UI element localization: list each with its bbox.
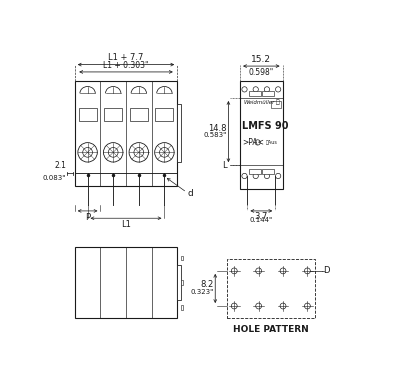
Text: >PA<: >PA< [242, 138, 264, 147]
Bar [249, 169, 260, 174]
Bar [240, 81, 282, 189]
Circle shape [231, 303, 237, 309]
Text: 14.8: 14.8 [208, 124, 227, 133]
Circle shape [155, 142, 174, 162]
Circle shape [242, 87, 247, 92]
Bar [130, 108, 148, 121]
Bar [181, 256, 183, 260]
Circle shape [83, 147, 92, 157]
Circle shape [108, 147, 118, 157]
Circle shape [129, 142, 148, 162]
Text: 2.1: 2.1 [54, 162, 66, 171]
Circle shape [264, 173, 270, 179]
Text: 8.2: 8.2 [200, 280, 214, 290]
Text: 彡: 彡 [276, 99, 280, 105]
Text: L1: L1 [121, 220, 131, 229]
Circle shape [256, 303, 262, 309]
Circle shape [256, 268, 262, 274]
Text: ⓇAus: ⓇAus [266, 140, 278, 145]
Bar [75, 81, 177, 186]
Text: Weidmüller: Weidmüller [243, 100, 274, 105]
Bar [177, 265, 181, 300]
Circle shape [280, 303, 286, 309]
Bar [262, 91, 274, 97]
Bar [181, 280, 183, 285]
Circle shape [264, 87, 270, 92]
Circle shape [78, 142, 97, 162]
Text: L1 + 7.7: L1 + 7.7 [108, 53, 144, 62]
Text: 0.583": 0.583" [204, 132, 227, 138]
Text: 0.598": 0.598" [249, 68, 274, 78]
Circle shape [242, 173, 247, 179]
Circle shape [160, 147, 169, 157]
Circle shape [253, 87, 258, 92]
Circle shape [255, 140, 260, 145]
Text: D: D [323, 266, 329, 276]
Text: LMFS 90: LMFS 90 [242, 121, 289, 131]
Bar [272, 101, 281, 108]
Text: 15.2: 15.2 [251, 55, 271, 64]
Circle shape [304, 268, 310, 274]
Text: L: L [222, 161, 227, 169]
Text: 3.7: 3.7 [255, 212, 268, 222]
Bar [79, 108, 96, 121]
Text: 0.144": 0.144" [250, 217, 273, 223]
Circle shape [134, 147, 144, 157]
Bar [262, 169, 274, 174]
Bar [104, 108, 122, 121]
Circle shape [276, 87, 281, 92]
Text: L1 + 0.303": L1 + 0.303" [103, 61, 149, 70]
Bar [156, 108, 173, 121]
Text: d: d [188, 189, 193, 198]
Text: 0.323": 0.323" [190, 289, 214, 295]
Bar [227, 259, 315, 318]
Bar [75, 247, 177, 318]
Circle shape [280, 268, 286, 274]
Text: 0.083": 0.083" [43, 175, 66, 181]
Circle shape [276, 173, 281, 179]
Circle shape [253, 173, 258, 179]
Circle shape [104, 142, 123, 162]
Bar [249, 91, 260, 97]
Bar [181, 305, 183, 310]
Text: HOLE PATTERN: HOLE PATTERN [233, 325, 309, 334]
Text: P: P [85, 213, 90, 222]
Circle shape [231, 268, 237, 274]
Circle shape [304, 303, 310, 309]
Bar [177, 105, 181, 162]
